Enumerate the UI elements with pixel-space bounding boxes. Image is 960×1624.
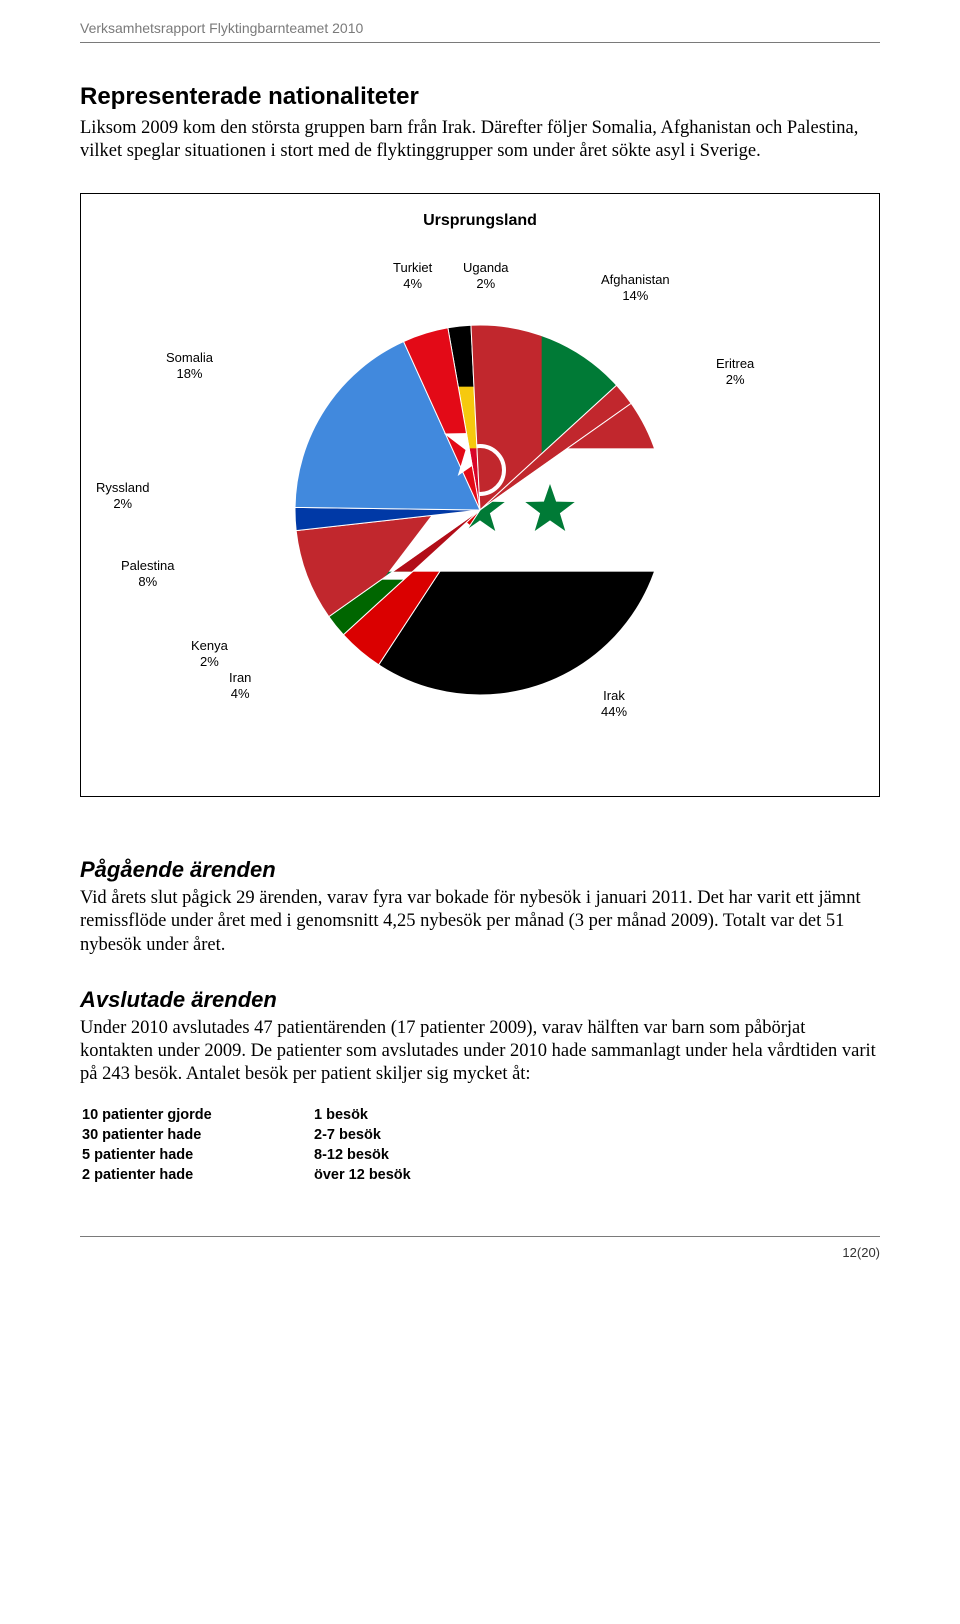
section3-body: Under 2010 avslutades 47 patientärenden …: [80, 1017, 880, 1086]
table-cell: 10 patienter gjorde: [82, 1106, 312, 1124]
table-row: 30 patienter hade2-7 besök: [82, 1126, 411, 1144]
table-row: 10 patienter gjorde1 besök: [82, 1106, 411, 1124]
pie-label-somalia: Somalia18%: [166, 350, 213, 381]
pie-wrap: [290, 320, 670, 700]
section1-title: Representerade nationaliteter: [80, 83, 880, 111]
pie-label-palestina: Palestina8%: [121, 558, 174, 589]
visits-table: 10 patienter gjorde1 besök30 patienter h…: [80, 1104, 413, 1186]
pie-label-afghanistan: Afghanistan14%: [601, 272, 670, 303]
pie-label-turkiet: Turkiet4%: [393, 260, 432, 291]
pie-label-eritrea: Eritrea2%: [716, 356, 754, 387]
pie-label-irak: Irak44%: [601, 688, 627, 719]
table-cell: 5 patienter hade: [82, 1146, 312, 1164]
footer-rule: [80, 1236, 880, 1237]
table-row: 2 patienter hadeöver 12 besök: [82, 1166, 411, 1184]
pie-label-ryssland: Ryssland2%: [96, 480, 149, 511]
table-cell: 2-7 besök: [314, 1126, 411, 1144]
section2-body: Vid årets slut pågick 29 ärenden, varav …: [80, 887, 880, 956]
table-cell: över 12 besök: [314, 1166, 411, 1184]
chart-title: Ursprungsland: [111, 212, 849, 230]
pie-label-kenya: Kenya2%: [191, 638, 228, 669]
table-cell: 8-12 besök: [314, 1146, 411, 1164]
table-cell: 2 patienter hade: [82, 1166, 312, 1184]
pie-chart: [290, 320, 670, 700]
header-rule: [80, 42, 880, 43]
section3-title: Avslutade ärenden: [80, 987, 880, 1013]
pie-label-uganda: Uganda2%: [463, 260, 509, 291]
page-header: Verksamhetsrapport Flyktingbarnteamet 20…: [80, 20, 880, 36]
chart-frame: Ursprungsland Uganda2% Afghanistan14% Erit…: [80, 193, 880, 797]
section2-title: Pågående ärenden: [80, 857, 880, 883]
table-cell: 30 patienter hade: [82, 1126, 312, 1144]
page-number: 12(20): [80, 1245, 880, 1260]
table-row: 5 patienter hade8-12 besök: [82, 1146, 411, 1164]
section1-body: Liksom 2009 kom den största gruppen barn…: [80, 117, 880, 163]
pie-label-iran: Iran4%: [229, 670, 251, 701]
pie-area: Uganda2% Afghanistan14% Eritrea2% Irak44% Ir…: [111, 260, 849, 760]
table-cell: 1 besök: [314, 1106, 411, 1124]
